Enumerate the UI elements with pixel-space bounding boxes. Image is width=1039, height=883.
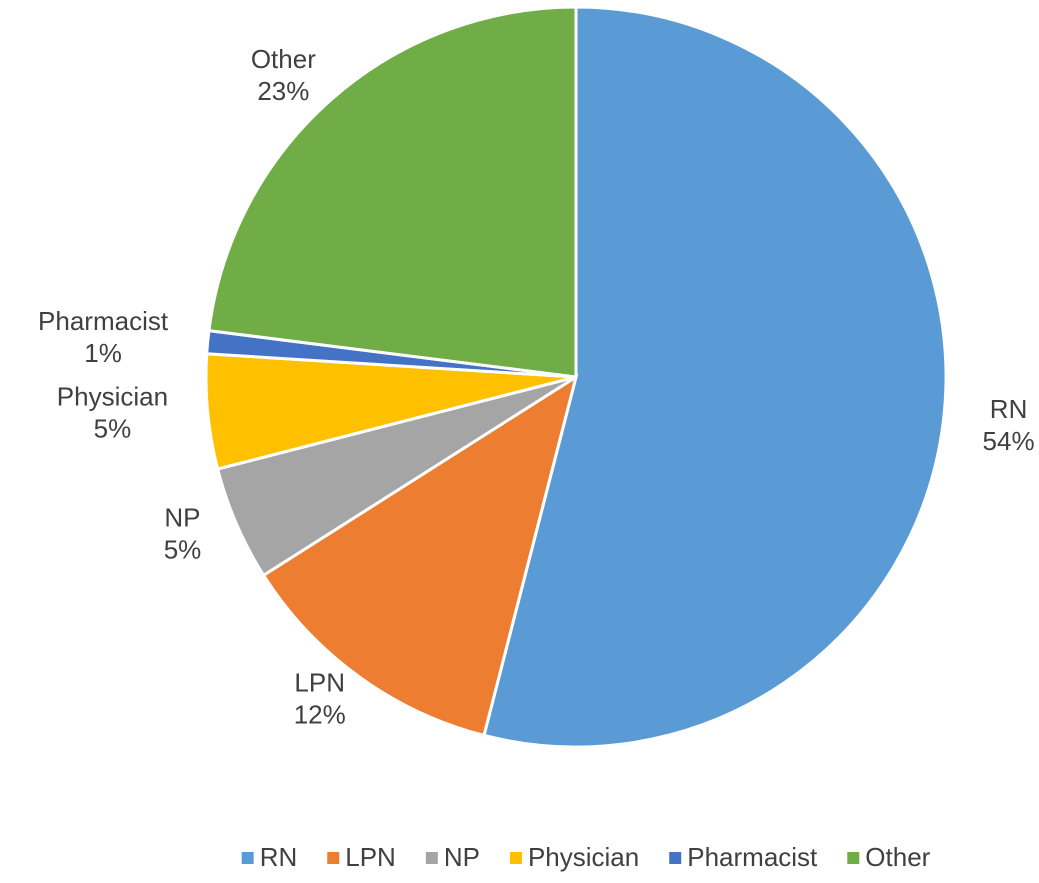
data-label-name: Pharmacist bbox=[38, 306, 169, 336]
legend-swatch bbox=[669, 852, 682, 864]
data-label-value: 1% bbox=[84, 338, 122, 368]
legend-label: Pharmacist bbox=[687, 842, 818, 872]
legend-swatch bbox=[241, 852, 254, 864]
data-label-value: 5% bbox=[164, 535, 202, 565]
data-label-value: 23% bbox=[257, 76, 309, 106]
data-label-value: 54% bbox=[983, 426, 1035, 456]
legend-label: NP bbox=[444, 842, 480, 872]
legend-label: RN bbox=[260, 842, 298, 872]
legend-swatch bbox=[425, 852, 438, 864]
data-label-value: 12% bbox=[294, 699, 346, 729]
data-label-name: Other bbox=[251, 44, 316, 74]
pie-slice bbox=[207, 5, 578, 379]
data-label-name: RN bbox=[990, 394, 1028, 424]
data-label-name: NP bbox=[164, 503, 200, 533]
data-label-name: LPN bbox=[294, 667, 345, 697]
pie-slice bbox=[482, 5, 948, 749]
legend-swatch bbox=[509, 852, 522, 864]
data-label-name: Physician bbox=[57, 382, 168, 412]
legend-swatch bbox=[847, 852, 860, 864]
legend-label: Physician bbox=[528, 842, 639, 872]
legend-label: Other bbox=[865, 842, 930, 872]
data-label-value: 5% bbox=[94, 414, 132, 444]
legend-swatch bbox=[327, 852, 340, 864]
legend-label: LPN bbox=[345, 842, 396, 872]
pie-slice bbox=[261, 373, 579, 738]
